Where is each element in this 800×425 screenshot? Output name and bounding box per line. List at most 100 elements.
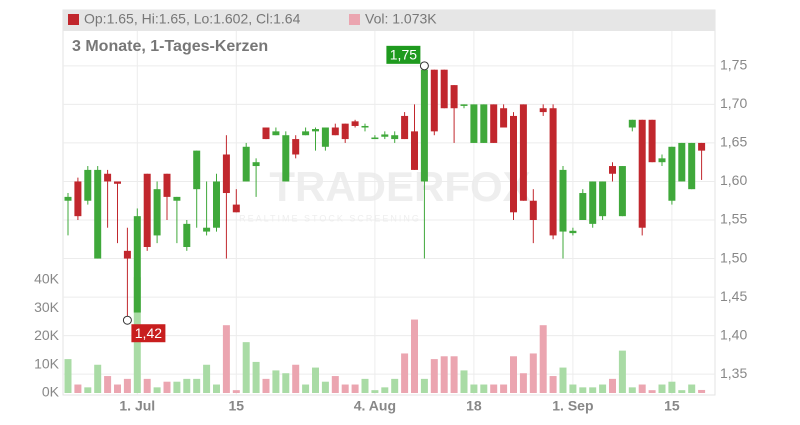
candle-body [361, 125, 369, 128]
header-swatch [68, 14, 79, 25]
annotation-box [386, 45, 421, 64]
candle-body [510, 115, 517, 213]
volume-bar [64, 359, 72, 393]
candle-body [658, 158, 666, 163]
volume-header: Vol: 1.073K [365, 11, 437, 27]
annotation-marker [122, 315, 132, 325]
volume-bar [361, 378, 369, 393]
candle-body [668, 146, 676, 201]
candle-body [312, 129, 319, 132]
annotation-marker [419, 61, 429, 71]
candle-body [242, 146, 250, 182]
volume-bar [341, 384, 349, 393]
candle-body [638, 119, 646, 228]
candle-body [272, 131, 280, 136]
volume-bar [123, 378, 131, 393]
candle-body [391, 135, 399, 140]
candle-body [698, 142, 706, 151]
candle-body [371, 137, 379, 140]
candle-body [500, 108, 508, 128]
volume-bar [292, 364, 300, 393]
volume-bar [193, 378, 201, 393]
volume-bar [470, 384, 478, 393]
y-tick-label: 1,55 [720, 211, 747, 227]
candle-body [222, 154, 230, 194]
candle-body [302, 131, 310, 136]
volume-bar [658, 384, 666, 393]
candle-body [569, 230, 577, 234]
volume-bar [440, 356, 448, 393]
candle-body [193, 150, 201, 190]
candle-body [529, 200, 537, 221]
marks [63, 31, 715, 395]
volume-bar [143, 378, 151, 393]
candle-body [104, 173, 112, 182]
volume-bar [420, 378, 428, 393]
candle-body [628, 119, 636, 128]
watermark: TRADERFOX [269, 163, 530, 210]
volume-bar [539, 325, 547, 393]
volume-bar [163, 381, 171, 393]
y-tick-label: 1,75 [720, 57, 747, 73]
candle-body [688, 142, 696, 190]
candle-body [549, 108, 557, 236]
volume-bar [460, 370, 468, 393]
candle-body [153, 189, 161, 236]
volume-swatch [349, 14, 360, 25]
volume-bar [529, 353, 537, 393]
volume-bar [510, 356, 517, 393]
x-tick-label: 1. Sep [552, 398, 593, 414]
x-tick-label: 18 [466, 398, 482, 414]
candle-body [203, 227, 211, 232]
volume-tick-label: 0K [42, 384, 60, 400]
candle-body [173, 196, 181, 201]
candle-body [470, 104, 478, 143]
volume-bar [589, 387, 597, 393]
volume-bar [252, 361, 260, 393]
annotation-label: 1,75 [390, 47, 417, 63]
volume-bar [381, 387, 389, 393]
y-tick-label: 1,40 [720, 326, 747, 342]
volume-bar [84, 387, 92, 393]
candle-body [64, 196, 72, 201]
volume-bar [599, 384, 607, 393]
volume-bar [698, 389, 706, 393]
volume-bar [114, 384, 121, 393]
volume-tick-label: 30K [34, 299, 60, 315]
candle-body [401, 115, 409, 140]
volume-bar [411, 319, 418, 393]
y-tick-label: 1,50 [720, 249, 747, 265]
volume-bar [242, 342, 250, 393]
volume-bar [173, 381, 181, 393]
volume-bar [668, 381, 676, 393]
candle-body [292, 139, 300, 155]
candle-body [321, 127, 329, 147]
x-tick-label: 4. Aug [354, 398, 396, 414]
candle-body [490, 104, 498, 143]
y-tick-label: 1,60 [720, 172, 747, 188]
candle-body [213, 181, 220, 228]
candle-body [381, 134, 389, 137]
volume-tick-label: 40K [34, 271, 60, 287]
volume-bar [183, 378, 191, 393]
volume-bar [153, 387, 161, 393]
volume-bar [104, 376, 112, 393]
volume-bar [569, 384, 577, 393]
y-tick-label: 1,70 [720, 95, 747, 111]
candle-body [123, 250, 131, 259]
volume-bar [401, 353, 409, 393]
volume-bar [618, 350, 626, 393]
volume-bar [272, 370, 280, 393]
volume-tick-label: 20K [34, 327, 60, 343]
volume-bar [609, 378, 616, 393]
volume-bar [331, 376, 339, 393]
y-tick-label: 1,45 [720, 288, 747, 304]
header-bar [63, 10, 715, 31]
volume-bar [628, 387, 636, 393]
volume-bar [312, 367, 319, 393]
x-tick-label: 15 [229, 398, 245, 414]
candle-body [183, 223, 191, 247]
volume-bar [74, 384, 82, 393]
subtitle: 3 Monate, 1-Tages-Kerzen [72, 38, 268, 55]
